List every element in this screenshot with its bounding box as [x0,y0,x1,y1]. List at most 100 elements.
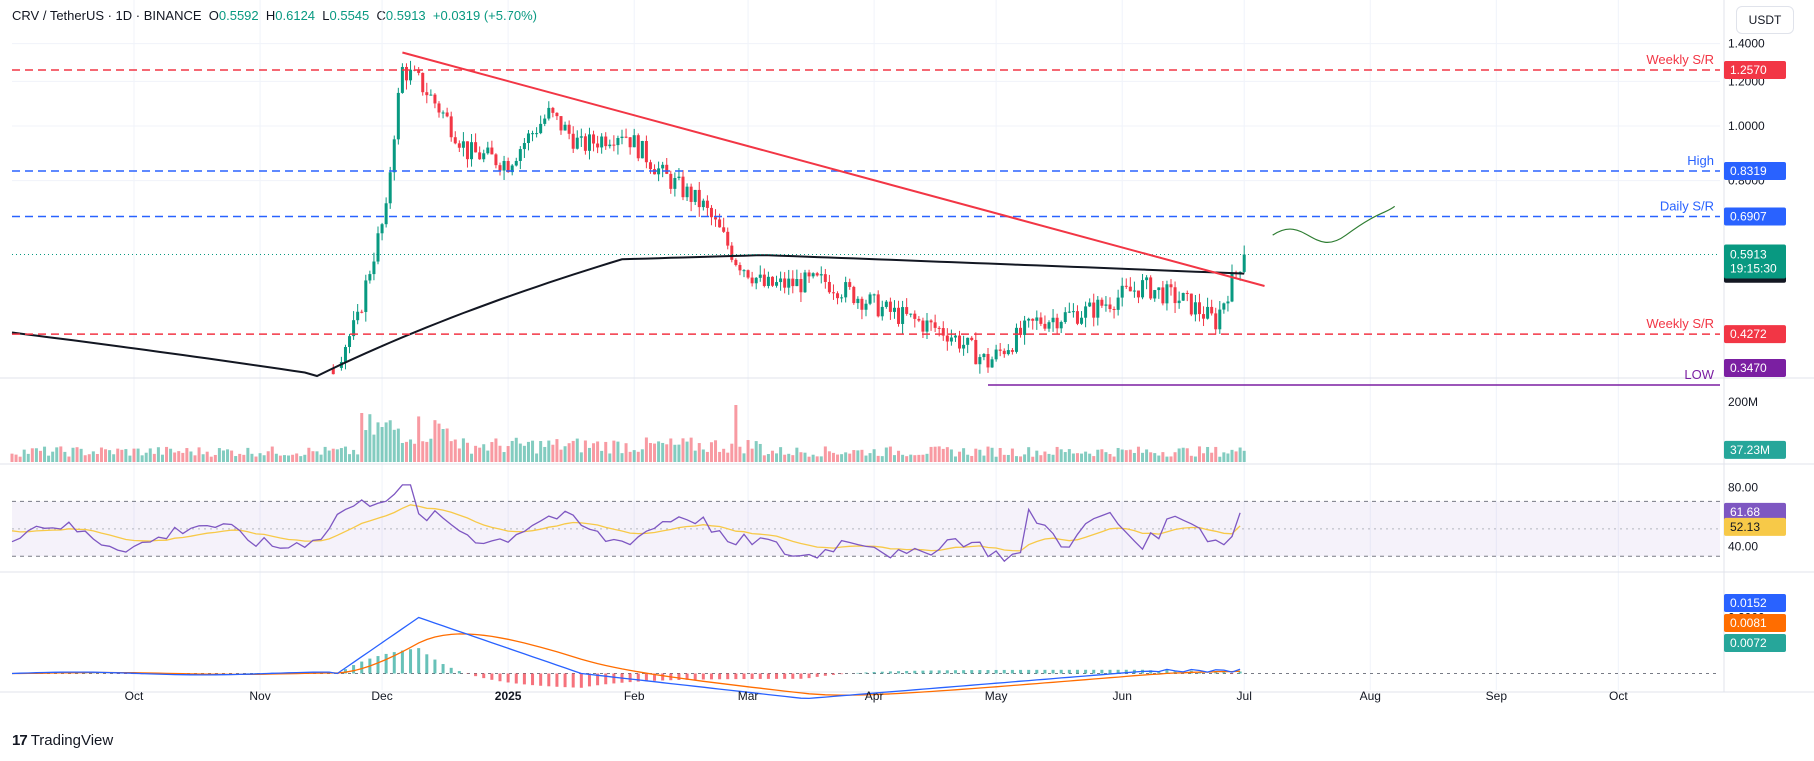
volume-bar [665,444,669,462]
candle-body [600,136,604,148]
volume-bar [498,445,502,462]
volume-bar [803,452,807,462]
projection-path [1272,205,1396,243]
volume-bar [144,452,148,462]
symbol-title[interactable]: CRV / TetherUS · 1D · BINANCE [12,8,202,23]
candle-body [372,261,376,275]
candle-body [1173,287,1177,304]
candle-body [1047,322,1051,329]
price-axis-tag-text: 0.3470 [1730,361,1767,375]
volume-bar [787,453,791,462]
macd-histogram-bar [1157,671,1161,674]
candle-body [795,279,799,287]
candle-body [791,278,795,287]
candle-body [913,313,917,319]
tradingview-brand: TradingView [30,732,114,749]
macd-histogram-bar [514,673,518,684]
candle-body [807,272,811,277]
volume-bar [677,444,681,462]
volume-bar [921,454,925,462]
tradingview-logo[interactable]: 17 TradingView [12,732,113,749]
candle-body [1165,284,1169,304]
candle-body [929,320,933,323]
candle-body [518,149,522,161]
candle-body [1108,304,1112,309]
candle-body [1075,311,1079,324]
candle-body [673,178,677,189]
volume-bar [323,446,327,462]
high-label: H [265,8,276,23]
candle-body [937,327,941,329]
macd-value: 0.0072 [1730,636,1767,650]
macd-histogram-bar [571,673,575,688]
time-tick-label: 2025 [495,689,522,703]
volume-bar [990,447,994,462]
time-tick-label: Mar [738,689,759,703]
candle-body [1238,271,1242,273]
macd-histogram-bar [539,673,543,686]
volume-bar [714,440,718,462]
macd-value: 0.0081 [1730,616,1767,630]
volume-bar [783,454,787,462]
candle-body [1014,327,1018,352]
volume-bar [1096,449,1100,462]
volume-bar [1116,447,1120,462]
candle-body [779,278,783,283]
candle-body [636,135,640,159]
low-value: 0.5545 [329,8,370,23]
volume-bar [868,453,872,462]
candle-body [1124,285,1128,287]
volume-bar [380,427,384,462]
volume-bar [982,455,986,462]
volume-bar [681,438,685,462]
volume-bar [998,447,1002,462]
volume-bar [67,456,71,462]
volume-bar [522,445,526,462]
volume-bar [543,446,547,462]
candles-group [331,60,1246,375]
macd-tag [1724,594,1786,612]
candle-body [482,153,486,160]
volume-bar [1153,453,1157,462]
volume-bar [1161,452,1165,462]
currency-button[interactable]: USDT [1736,6,1794,34]
macd-histogram-bar [1214,671,1218,674]
volume-bar [116,448,120,462]
volume-bar [368,414,372,462]
volume-bar [848,453,852,462]
candle-body [888,301,892,312]
macd-histogram-bar [718,673,722,680]
macd-histogram-bar [1035,669,1039,674]
volume-bar [1088,453,1092,462]
volume-bar [1043,451,1047,462]
volume-bar [307,447,311,462]
time-tick-label: Oct [125,689,144,703]
candle-body [1202,314,1206,319]
volume-bar [872,449,876,462]
candle-body [547,107,551,119]
level-label: Weekly S/R [1646,316,1714,331]
volume-bar [1222,452,1226,462]
volume-bar [949,449,953,462]
macd-signal-line [12,633,1241,696]
volume-bar [1104,452,1108,462]
candle-body [583,136,587,151]
volume-bar [1157,455,1161,462]
volume-bar [815,456,819,462]
candle-body [1023,320,1027,335]
low-label: L [322,8,330,23]
volume-bar [579,452,583,462]
candle-body [990,359,994,368]
volume-bar [1124,450,1128,462]
volume-bar [1080,453,1084,462]
macd-histogram-bar [945,670,949,674]
volume-bar [165,446,169,462]
volume-bar [339,448,343,462]
macd-histogram-bar [864,672,868,674]
volume-bar [844,452,848,462]
volume-bar [1071,453,1075,462]
macd-histogram-bar [880,671,884,674]
volume-bar [571,440,575,462]
volume-bar [1019,456,1023,462]
